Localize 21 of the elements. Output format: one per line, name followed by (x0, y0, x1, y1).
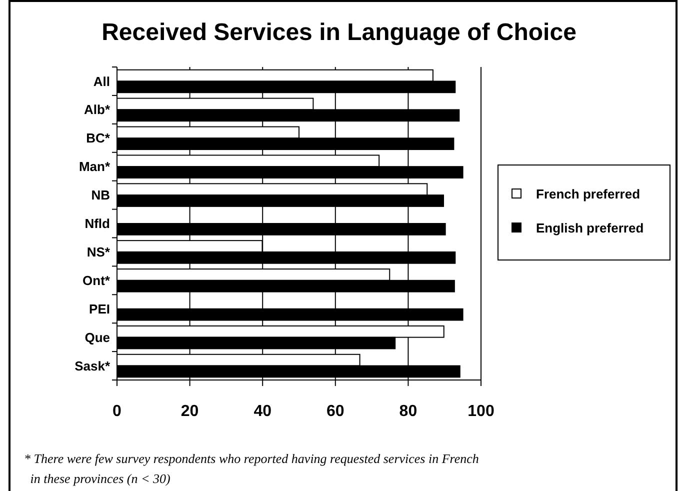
y-tick-label: NB (91, 188, 110, 203)
text: * There were few survey respondents who reported having requested services in French in these provinces (n < 30) (24, 451, 479, 486)
y-tick-label: Que (84, 330, 110, 345)
x-tick-label: 40 (254, 403, 272, 420)
x-tick-label: 0 (112, 403, 122, 420)
x-tick-label: 80 (399, 403, 418, 420)
y-tick-label: NS* (86, 244, 111, 260)
y-tick-label: Alb* (84, 102, 111, 118)
x-tick-label: 60 (326, 403, 344, 420)
y-tick-label: PEI (89, 301, 110, 316)
y-tick-label: Man* (78, 159, 111, 174)
y-tick-label: Nfld (84, 216, 110, 232)
legend-label: English preferred (536, 220, 644, 236)
y-tick-label: BC* (86, 130, 111, 146)
x-tick-label: 20 (180, 403, 199, 420)
x-tick-label: 100 (468, 403, 494, 420)
chart-title: Received Services in Language of Choice (102, 19, 576, 46)
y-tick-label: Sask* (74, 358, 111, 374)
legend-label: French preferred (536, 186, 640, 202)
y-tick-label: Ont* (82, 272, 111, 288)
y-tick-label: All (93, 74, 110, 89)
